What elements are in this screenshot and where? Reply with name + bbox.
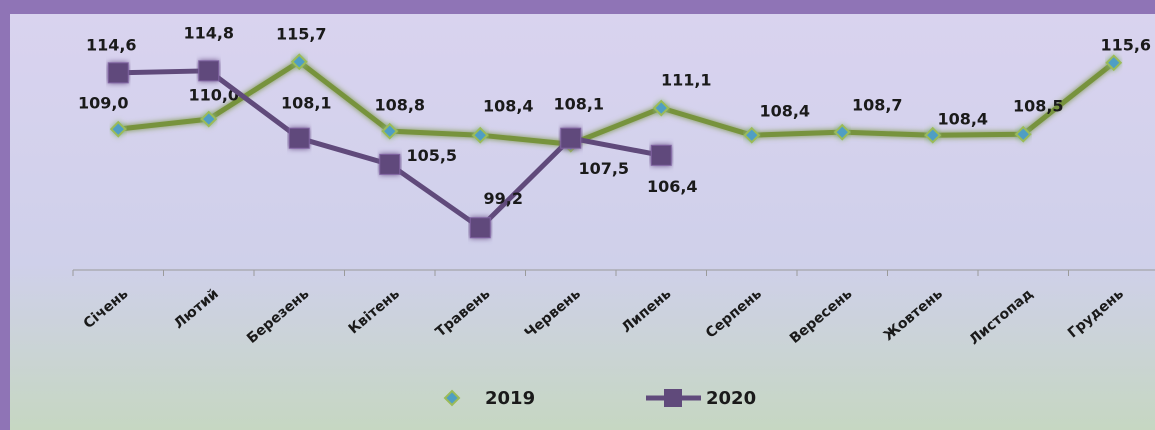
marker	[743, 126, 761, 144]
marker	[107, 62, 129, 84]
marker	[1014, 125, 1032, 143]
marker	[833, 123, 851, 141]
marker	[290, 53, 308, 71]
data-label: 108,4	[937, 110, 988, 129]
legend-label: 2019	[485, 388, 535, 409]
data-label: 105,5	[406, 146, 457, 165]
data-label: 108,4	[759, 102, 810, 121]
data-label: 108,1	[553, 95, 604, 114]
data-label: 114,8	[183, 23, 234, 42]
data-label: 108,1	[281, 94, 332, 113]
marker	[198, 60, 220, 82]
marker	[652, 99, 670, 117]
marker	[379, 153, 401, 175]
data-label: 106,4	[647, 177, 698, 196]
data-label: 108,5	[1013, 97, 1064, 116]
data-label: 115,7	[276, 24, 327, 43]
marker	[1105, 54, 1123, 72]
marker	[288, 127, 310, 149]
marker	[200, 110, 218, 128]
data-label: 108,8	[374, 96, 425, 115]
series-line	[117, 59, 1116, 147]
data-label: 108,7	[852, 96, 903, 115]
data-label: 115,6	[1100, 35, 1151, 54]
data-label: 109,0	[78, 94, 129, 113]
data-label: 111,1	[661, 71, 712, 90]
marker	[109, 120, 127, 138]
marker	[924, 126, 942, 144]
legend-label: 2020	[706, 388, 756, 409]
data-label: 107,5	[578, 159, 629, 178]
marker	[560, 127, 582, 149]
plot-background	[10, 14, 1155, 430]
marker	[469, 217, 491, 239]
data-label: 99,2	[484, 189, 523, 208]
legend-marker	[664, 389, 682, 407]
marker	[650, 144, 672, 166]
marker	[471, 126, 489, 144]
legend-marker	[443, 389, 461, 407]
data-label: 114,6	[86, 35, 137, 54]
data-label: 108,4	[483, 97, 534, 116]
marker	[381, 122, 399, 140]
data-label: 110,0	[188, 86, 239, 105]
